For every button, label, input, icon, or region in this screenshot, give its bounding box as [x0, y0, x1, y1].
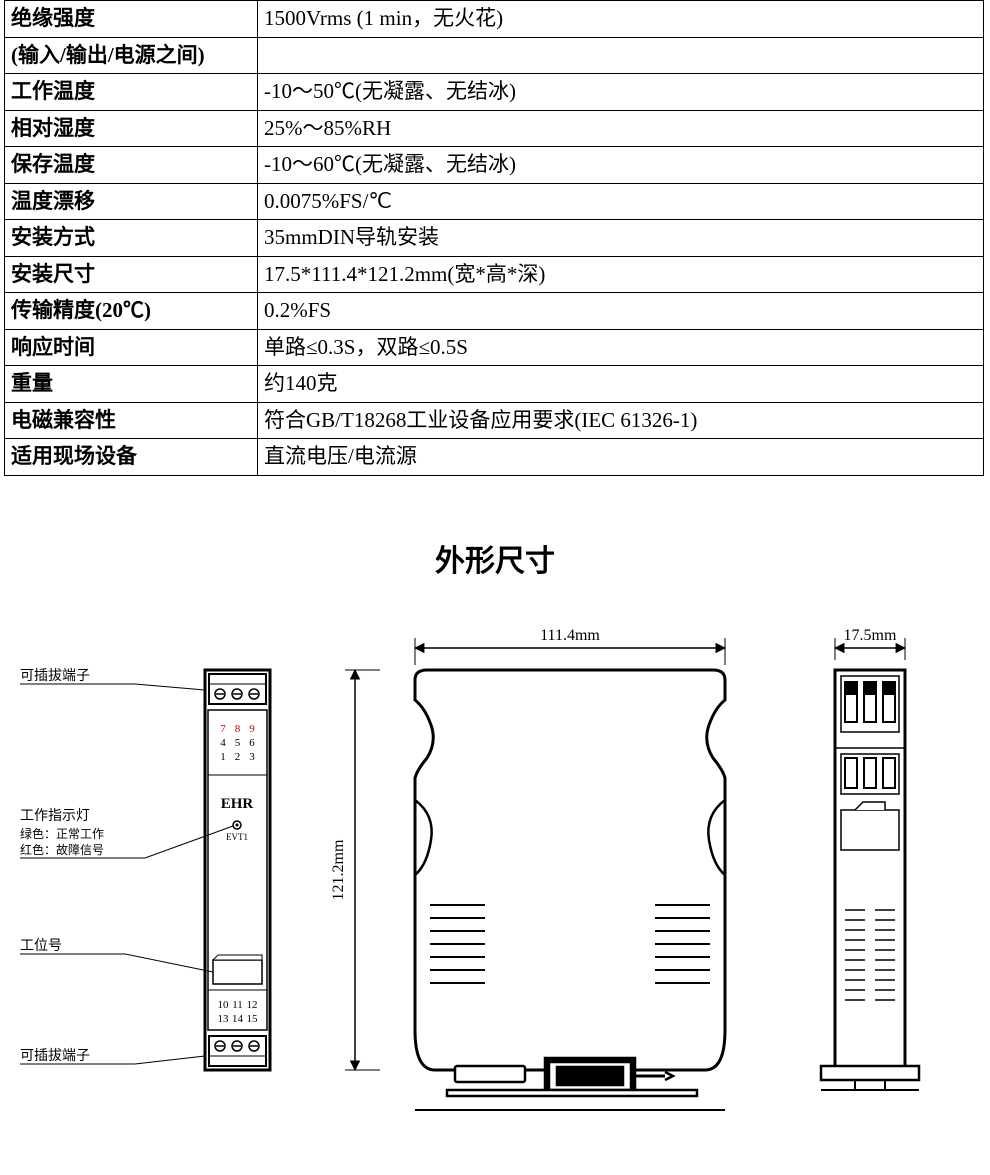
- svg-text:15: 15: [247, 1013, 259, 1025]
- svg-text:2: 2: [235, 751, 241, 763]
- spec-value: 直流电压/电流源: [258, 439, 984, 476]
- spec-value: 约140克: [258, 366, 984, 403]
- section-title: 外形尺寸: [0, 536, 990, 580]
- spec-value: 25%～85%RH: [258, 110, 984, 147]
- table-row: 电磁兼容性符合GB/T18268工业设备应用要求(IEC 61326-1): [5, 402, 984, 439]
- svg-text:111.4mm: 111.4mm: [540, 627, 600, 644]
- svg-text:EVT1: EVT1: [226, 832, 248, 842]
- spec-label: 重量: [5, 366, 258, 403]
- svg-text:绿色：正常工作: 绿色：正常工作: [20, 826, 104, 841]
- spec-label: 温度漂移: [5, 183, 258, 220]
- table-row: 传输精度(20℃)0.2%FS: [5, 293, 984, 330]
- spec-label: 适用现场设备: [5, 439, 258, 476]
- table-row: 响应时间单路≤0.3S，双路≤0.5S: [5, 329, 984, 366]
- svg-text:EHR: EHR: [221, 796, 254, 812]
- svg-text:6: 6: [249, 737, 255, 749]
- spec-label: 工作温度: [5, 74, 258, 111]
- spec-table: 绝缘强度1500Vrms (1 min，无火花)(输入/输出/电源之间)工作温度…: [4, 0, 984, 476]
- table-row: 温度漂移0.0075%FS/℃: [5, 183, 984, 220]
- svg-text:3: 3: [249, 751, 255, 763]
- spec-value: 17.5*111.4*121.2mm(宽*高*深): [258, 256, 984, 293]
- svg-text:13: 13: [218, 1013, 230, 1025]
- svg-text:工位号: 工位号: [20, 938, 62, 954]
- spec-label: 绝缘强度: [5, 1, 258, 38]
- spec-value: 0.2%FS: [258, 293, 984, 330]
- table-row: 重量约140克: [5, 366, 984, 403]
- spec-value: 符合GB/T18268工业设备应用要求(IEC 61326-1): [258, 402, 984, 439]
- spec-label: (输入/输出/电源之间): [5, 37, 258, 74]
- table-row: 保存温度-10～60℃(无凝露、无结冰): [5, 147, 984, 184]
- svg-text:4: 4: [220, 737, 226, 749]
- svg-text:121.2mm: 121.2mm: [330, 839, 347, 900]
- spec-label: 安装方式: [5, 220, 258, 257]
- dimension-diagram: 789456123 EHR EVT1 101112131415 可插拔端子 工作…: [5, 610, 985, 1135]
- table-row: 适用现场设备直流电压/电流源: [5, 439, 984, 476]
- spec-value: [258, 37, 984, 74]
- svg-text:红色：故障信号: 红色：故障信号: [20, 842, 104, 857]
- svg-text:9: 9: [249, 723, 255, 735]
- spec-label: 传输精度(20℃): [5, 293, 258, 330]
- spec-value: 0.0075%FS/℃: [258, 183, 984, 220]
- spec-value: 1500Vrms (1 min，无火花): [258, 1, 984, 38]
- table-row: 绝缘强度1500Vrms (1 min，无火花): [5, 1, 984, 38]
- table-row: 相对湿度25%～85%RH: [5, 110, 984, 147]
- spec-label: 保存温度: [5, 147, 258, 184]
- spec-value: 单路≤0.3S，双路≤0.5S: [258, 329, 984, 366]
- spec-label: 安装尺寸: [5, 256, 258, 293]
- svg-text:8: 8: [235, 723, 241, 735]
- side-view: 111.4mm 121.2mm: [330, 627, 725, 1110]
- svg-text:10: 10: [218, 999, 230, 1011]
- table-row: 工作温度-10～50℃(无凝露、无结冰): [5, 74, 984, 111]
- front-view: 789456123 EHR EVT1 101112131415: [205, 670, 270, 1070]
- svg-text:1: 1: [220, 751, 226, 763]
- table-row: (输入/输出/电源之间): [5, 37, 984, 74]
- svg-text:5: 5: [235, 737, 241, 749]
- svg-text:12: 12: [247, 999, 258, 1011]
- svg-text:可插拔端子: 可插拔端子: [20, 1048, 90, 1064]
- spec-value: 35mmDIN导轨安装: [258, 220, 984, 257]
- callouts: 可插拔端子 工作指示灯 绿色：正常工作 红色：故障信号 工位号 可插拔端子: [20, 668, 233, 1064]
- spec-label: 响应时间: [5, 329, 258, 366]
- spec-label: 电磁兼容性: [5, 402, 258, 439]
- svg-text:可插拔端子: 可插拔端子: [20, 668, 90, 684]
- svg-text:17.5mm: 17.5mm: [844, 627, 897, 644]
- table-row: 安装方式35mmDIN导轨安装: [5, 220, 984, 257]
- svg-text:11: 11: [232, 999, 243, 1011]
- svg-text:7: 7: [220, 723, 226, 735]
- spec-value: -10～50℃(无凝露、无结冰): [258, 74, 984, 111]
- spec-label: 相对湿度: [5, 110, 258, 147]
- spec-value: -10～60℃(无凝露、无结冰): [258, 147, 984, 184]
- table-row: 安装尺寸17.5*111.4*121.2mm(宽*高*深): [5, 256, 984, 293]
- svg-text:工作指示灯: 工作指示灯: [20, 808, 90, 824]
- end-view: 17.5mm: [821, 627, 919, 1090]
- svg-text:14: 14: [232, 1013, 244, 1025]
